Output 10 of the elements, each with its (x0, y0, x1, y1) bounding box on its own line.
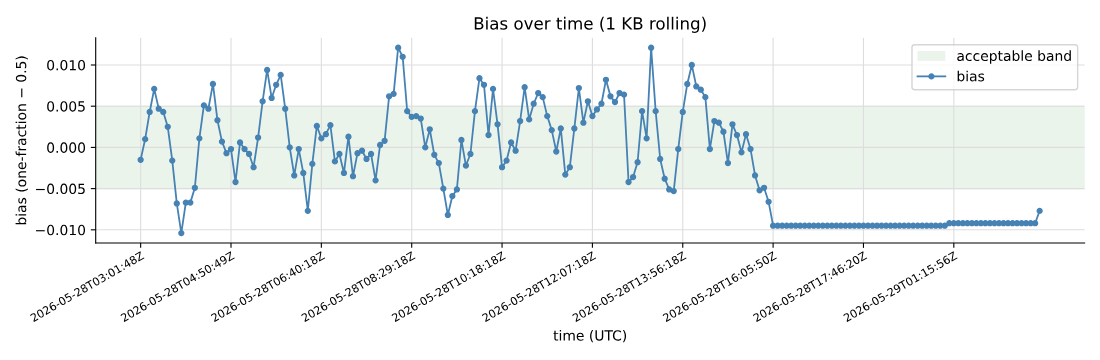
y-axis-title: bias (one-fraction − 0.5) (15, 56, 28, 225)
y-tick-label: −0.005 (36, 183, 85, 195)
y-tick-label: 0.005 (47, 101, 85, 112)
y-tick-label: 0.010 (47, 59, 86, 71)
chart-title: Bias over time (1 KB rolling) (474, 16, 706, 33)
x-axis-title: time (UTC) (553, 329, 627, 343)
y-tick-label: −0.010 (36, 224, 86, 236)
legend-label: acceptable band (957, 50, 1071, 64)
y-tick-label: 0.000 (47, 142, 86, 153)
legend-label: bias (957, 70, 985, 82)
